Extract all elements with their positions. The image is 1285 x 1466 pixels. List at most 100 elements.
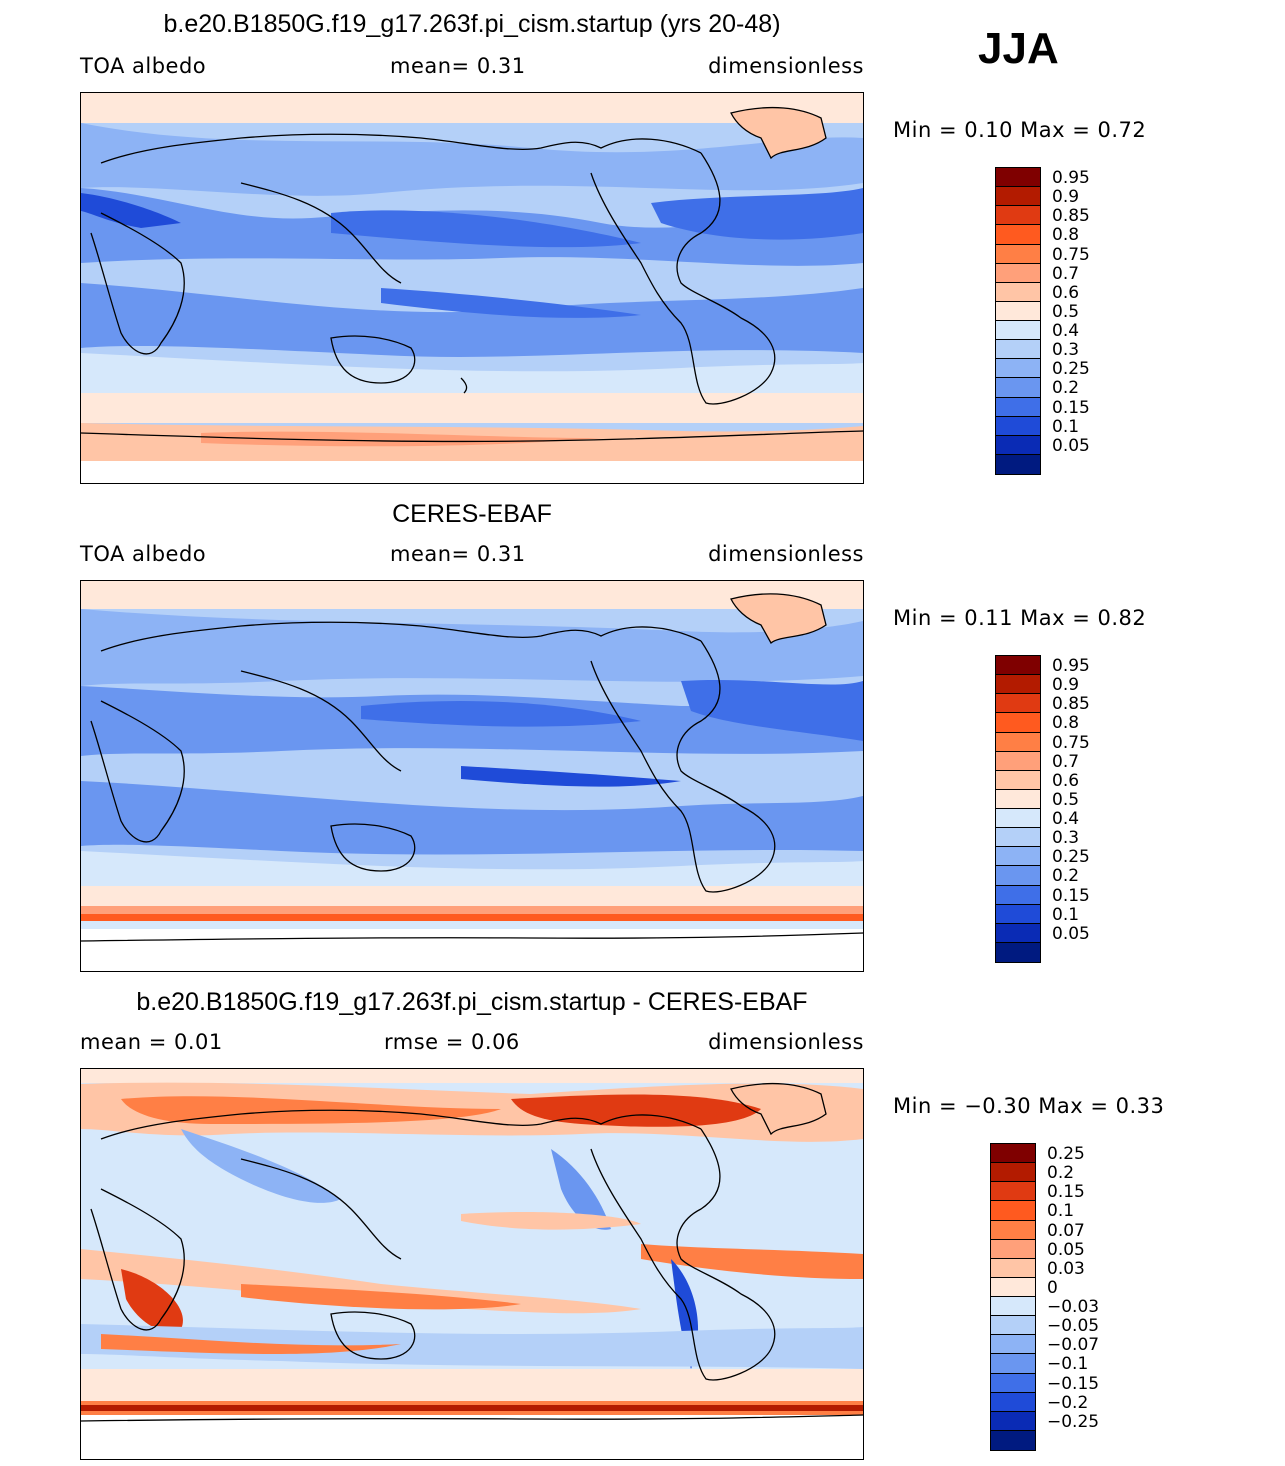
colorbar-tick-label: −0.03 bbox=[1047, 1297, 1100, 1317]
colorbar-swatch bbox=[991, 1430, 1035, 1450]
colorbar-tick-label: 0.1 bbox=[1047, 1201, 1075, 1222]
colorbar-swatch bbox=[991, 1373, 1035, 1393]
colorbar-tick-label: 0.25 bbox=[1052, 847, 1090, 868]
colorbar-tick-label: −0.05 bbox=[1047, 1316, 1100, 1337]
colorbar-tick-label: 0.05 bbox=[1052, 435, 1090, 456]
units-label: dimensionless bbox=[708, 542, 864, 566]
units-label: dimensionless bbox=[708, 1030, 864, 1054]
colorbar-tick-label: 0.5 bbox=[1052, 301, 1080, 322]
colorbar-tick-label: 0 bbox=[1047, 1277, 1058, 1298]
colorbar-swatch bbox=[996, 244, 1040, 264]
colorbar-swatches bbox=[996, 168, 1040, 474]
colorbar-swatch bbox=[996, 770, 1040, 790]
colorbar-swatch bbox=[991, 1297, 1035, 1317]
min-max-label: Min = 0.10 Max = 0.72 bbox=[893, 118, 1147, 142]
colorbar-tick-label: 0.85 bbox=[1052, 206, 1090, 227]
colorbar-tick-label: 0.4 bbox=[1052, 321, 1080, 341]
colorbar-tick-label: 0.15 bbox=[1047, 1182, 1085, 1203]
colorbar-tick-label: 0.8 bbox=[1052, 713, 1080, 734]
colorbar-swatches bbox=[991, 1144, 1035, 1450]
min-max-label: Min = 0.11 Max = 0.82 bbox=[893, 606, 1147, 630]
colorbar-swatch bbox=[996, 168, 1040, 188]
colorbar-swatch bbox=[996, 732, 1040, 752]
colorbar-swatch bbox=[996, 923, 1040, 943]
colorbar-swatch bbox=[991, 1411, 1035, 1431]
colorbar-swatch bbox=[996, 263, 1040, 283]
colorbar-swatch bbox=[996, 397, 1040, 417]
colorbar-tick-label: 0.5 bbox=[1052, 789, 1080, 810]
colorbar bbox=[995, 167, 1041, 475]
colorbar-swatch bbox=[996, 359, 1040, 379]
colorbar-swatch bbox=[996, 301, 1040, 321]
colorbar-swatch bbox=[991, 1354, 1035, 1374]
colorbar-swatch bbox=[996, 225, 1040, 245]
colorbar-tick-label: 0.9 bbox=[1052, 675, 1080, 696]
colorbar-swatch bbox=[996, 321, 1040, 341]
colorbar-swatch bbox=[996, 435, 1040, 455]
colorbar-swatch bbox=[996, 378, 1040, 398]
colorbar-tick-label: 0.9 bbox=[1052, 187, 1080, 208]
variable-label: TOA albedo bbox=[80, 54, 207, 78]
colorbar-tick-label: 0.75 bbox=[1052, 244, 1090, 265]
mean-label: mean= 0.31 bbox=[390, 542, 526, 566]
colorbar-swatch bbox=[996, 904, 1040, 924]
colorbar-tick-label: 0.15 bbox=[1052, 885, 1090, 906]
albedo-map-observation bbox=[80, 580, 864, 972]
colorbar-tick-label: −0.15 bbox=[1047, 1373, 1100, 1394]
colorbar bbox=[995, 655, 1041, 963]
variable-label: TOA albedo bbox=[80, 542, 207, 566]
colorbar-tick-label: −0.25 bbox=[1047, 1411, 1100, 1432]
colorbar-tick-label: 0.2 bbox=[1047, 1163, 1075, 1184]
colorbar-tick-label: 0.15 bbox=[1052, 397, 1090, 418]
colorbar-swatch bbox=[996, 416, 1040, 436]
colorbar-tick-label: 0.7 bbox=[1052, 263, 1080, 284]
colorbar-tick-label: 0.6 bbox=[1052, 770, 1080, 791]
colorbar-swatch bbox=[991, 1392, 1035, 1412]
colorbar bbox=[990, 1143, 1036, 1451]
colorbar-swatch bbox=[996, 828, 1040, 848]
colorbar-swatch bbox=[996, 866, 1040, 886]
season-label: JJA bbox=[978, 24, 1059, 73]
colorbar-tick-label: 0.2 bbox=[1052, 866, 1080, 887]
colorbar-tick-label: 0.95 bbox=[1052, 168, 1090, 188]
colorbar-tick-label: 0.05 bbox=[1047, 1239, 1085, 1260]
colorbar-swatch bbox=[996, 713, 1040, 733]
colorbar-swatch bbox=[991, 1335, 1035, 1355]
panel-title: b.e20.B1850G.f19_g17.263f.pi_cism.startu… bbox=[136, 988, 808, 1016]
colorbar-swatch bbox=[991, 1239, 1035, 1259]
colorbar-swatch bbox=[996, 206, 1040, 226]
colorbar-tick-label: 0.6 bbox=[1052, 282, 1080, 303]
albedo-difference-map bbox=[80, 1068, 864, 1460]
colorbar-tick-label: 0.1 bbox=[1052, 416, 1080, 437]
colorbar-tick-label: −0.07 bbox=[1047, 1335, 1100, 1356]
colorbar-tick-label: 0.7 bbox=[1052, 751, 1080, 772]
colorbar-swatch bbox=[991, 1144, 1035, 1164]
colorbar-swatches bbox=[996, 656, 1040, 962]
colorbar-tick-label: 0.3 bbox=[1052, 828, 1080, 849]
colorbar-tick-label: 0.25 bbox=[1052, 359, 1090, 380]
units-label: dimensionless bbox=[708, 54, 864, 78]
colorbar-tick-label: 0.95 bbox=[1052, 656, 1090, 676]
panel-title: CERES-EBAF bbox=[392, 500, 552, 528]
colorbar-swatch bbox=[991, 1316, 1035, 1336]
colorbar-tick-label: 0.2 bbox=[1052, 378, 1080, 399]
colorbar-tick-label: 0.03 bbox=[1047, 1258, 1085, 1279]
albedo-map-model bbox=[80, 92, 864, 484]
colorbar-swatch bbox=[996, 942, 1040, 962]
colorbar-swatch bbox=[996, 885, 1040, 905]
colorbar-tick-label: 0.85 bbox=[1052, 694, 1090, 715]
colorbar-swatch bbox=[991, 1163, 1035, 1183]
colorbar-swatch bbox=[991, 1182, 1035, 1202]
colorbar-swatch bbox=[991, 1258, 1035, 1278]
colorbar-tick-label: 0.07 bbox=[1047, 1220, 1085, 1241]
min-max-label: Min = −0.30 Max = 0.33 bbox=[893, 1094, 1165, 1118]
panel-title: b.e20.B1850G.f19_g17.263f.pi_cism.startu… bbox=[163, 10, 781, 38]
colorbar-tick-label: −0.1 bbox=[1047, 1354, 1089, 1375]
colorbar-swatch bbox=[991, 1277, 1035, 1297]
colorbar-swatch bbox=[996, 847, 1040, 867]
colorbar-tick-label: 0.8 bbox=[1052, 225, 1080, 246]
colorbar-tick-label: 0.25 bbox=[1047, 1144, 1085, 1164]
mean-label: mean= 0.31 bbox=[390, 54, 526, 78]
rmse-label: rmse = 0.06 bbox=[384, 1030, 520, 1054]
mean-label: mean = 0.01 bbox=[80, 1030, 223, 1054]
